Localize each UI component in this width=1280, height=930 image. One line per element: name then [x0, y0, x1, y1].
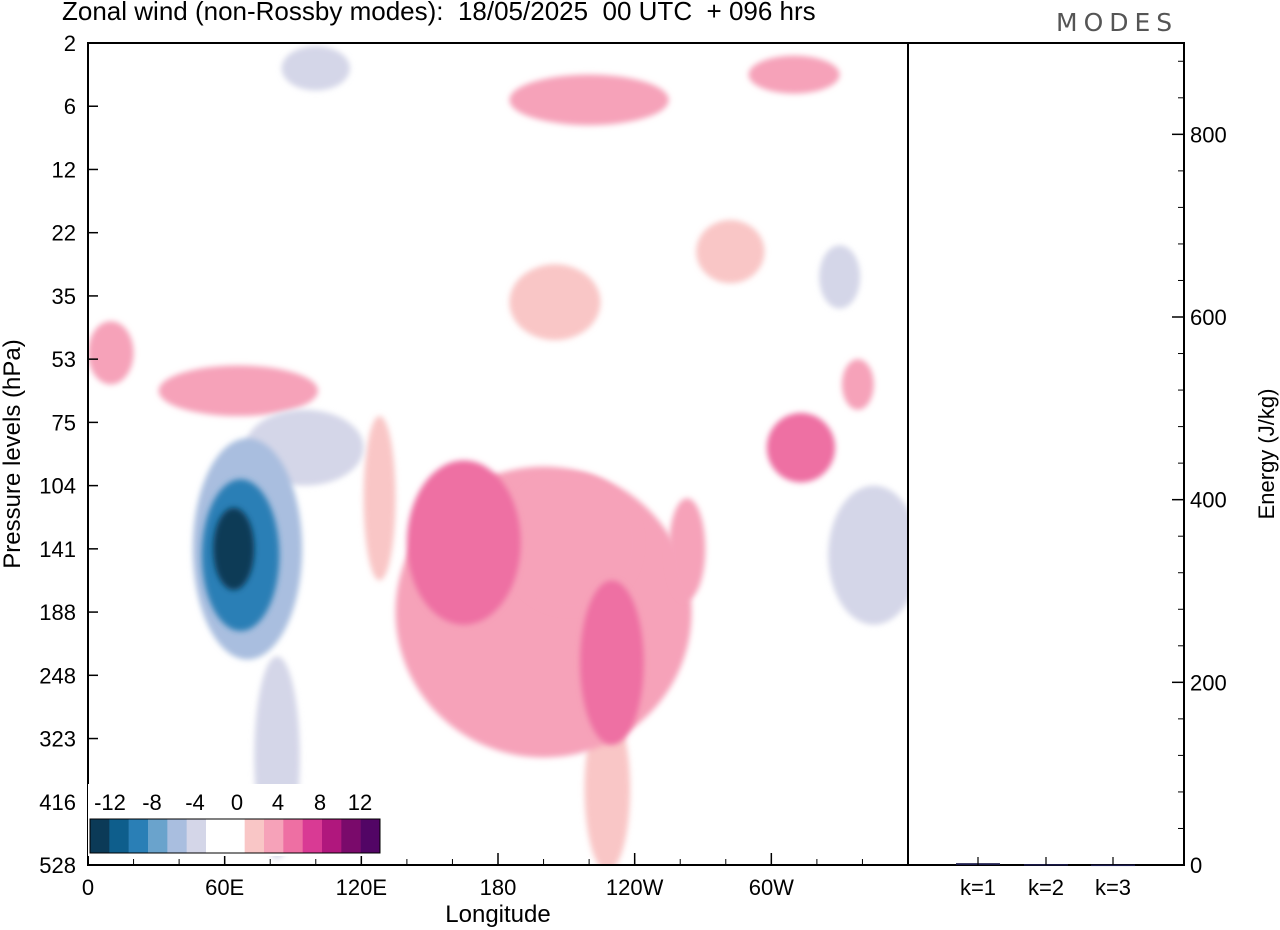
x-tick-label: 0 — [82, 875, 94, 900]
y-tick-label: 6 — [64, 94, 76, 119]
colorbar-label: 8 — [314, 790, 326, 815]
contour-blob-0 — [213, 507, 255, 590]
contour-blob-26 — [88, 321, 134, 385]
y-tick-label: 2 — [64, 31, 76, 56]
contour-blob-8 — [270, 84, 453, 142]
y-tick-label: 53 — [52, 347, 76, 372]
energy-axis-label: Energy (J/kg) — [1254, 389, 1279, 520]
contour-blob-23 — [509, 74, 669, 126]
x-axis: 0 60E 120E 180 120W 60W — [82, 853, 909, 900]
y-tick-label: 416 — [39, 790, 76, 815]
energy-tick-label: 400 — [1190, 488, 1227, 513]
y-tick-label: 12 — [52, 157, 76, 182]
y-tick-label: 22 — [52, 221, 76, 246]
x-tick-label: 60W — [749, 875, 794, 900]
contour-blob-13 — [734, 593, 763, 783]
contour-fills — [88, 46, 908, 865]
energy-bar-k=3 — [1091, 864, 1135, 867]
chart-title: Zonal wind (non-Rossby modes): 18/05/202… — [62, 0, 816, 26]
y-tick-label: 323 — [39, 727, 76, 752]
colorbar-swatch — [225, 819, 245, 853]
contour-blob-14 — [782, 90, 908, 148]
contour-blob-17 — [580, 580, 644, 745]
y-tick-label: 104 — [39, 474, 76, 499]
colorbar-outline — [89, 818, 381, 854]
x-tick-label: 180 — [480, 875, 517, 900]
colorbar-swatch — [109, 819, 129, 853]
contour-blob-21 — [766, 412, 836, 483]
contour-blob-27 — [509, 264, 601, 341]
contour-blob-20 — [668, 498, 706, 600]
y-tick-label: 188 — [39, 600, 76, 625]
contour-blob-16 — [502, 472, 640, 613]
colorbar-swatch — [322, 819, 342, 853]
energy-category-label: k=3 — [1095, 875, 1131, 900]
contour-blob-7 — [281, 46, 350, 91]
x-tick-label: 120E — [336, 875, 387, 900]
energy-bars: k=1 k=2 k=3 — [956, 857, 1135, 900]
energy-category-label: k=2 — [1028, 875, 1064, 900]
colorbar-swatch — [360, 819, 381, 853]
colorbar-swatch — [90, 819, 110, 853]
colorbar-label: 12 — [348, 790, 372, 815]
colorbar-swatch — [264, 819, 284, 853]
energy-category-label: k=1 — [960, 875, 996, 900]
colorbar-swatch — [244, 819, 265, 853]
energy-panel-frame — [907, 42, 1185, 866]
contour-blob-22 — [841, 359, 874, 410]
y-tick-label: 248 — [39, 663, 76, 688]
modes-logo: MODES — [1056, 8, 1179, 37]
contour-blob-10 — [819, 245, 861, 309]
y-axis: 2 6 12 22 35 53 75 104 141 188 248 323 416 528 — [39, 31, 98, 878]
colorbar-label: -12 — [94, 790, 126, 815]
contour-blob-15 — [406, 460, 521, 625]
contour-blob-28 — [696, 220, 765, 284]
colorbar-swatch — [206, 819, 226, 853]
colorbar-label: -8 — [142, 790, 162, 815]
y-tick-label: 141 — [39, 537, 76, 562]
energy-tick-label: 600 — [1190, 305, 1227, 330]
x-tick-label: 60E — [205, 875, 244, 900]
colorbar-label: 4 — [272, 790, 284, 815]
contour-blob-25 — [158, 365, 319, 417]
colorbar-swatch — [186, 819, 207, 853]
colorbar-swatch — [148, 819, 168, 853]
x-tick-label: 120W — [606, 875, 664, 900]
colorbar-swatch — [302, 819, 323, 853]
colorbar-label: -4 — [185, 790, 205, 815]
y-tick-label: 528 — [39, 853, 76, 878]
colorbar-swatch — [128, 819, 149, 853]
x-axis-label: Longitude — [445, 901, 550, 928]
energy-tick-label: 800 — [1190, 122, 1227, 147]
colorbar-swatch — [283, 819, 303, 853]
y-axis-label: Pressure levels (hPa) — [0, 339, 26, 568]
colorbar-label: 0 — [231, 790, 243, 815]
contour-blob-29 — [363, 416, 396, 581]
energy-tick-label: 0 — [1190, 853, 1202, 878]
contour-blob-11 — [828, 485, 908, 625]
y-tick-label: 75 — [52, 410, 76, 435]
contour-blob-24 — [748, 55, 840, 94]
energy-axis: 0 200 400 600 800 — [1172, 60, 1227, 878]
energy-tick-label: 200 — [1190, 670, 1227, 695]
contour-blob-12 — [782, 580, 852, 720]
contour-blob-6 — [88, 479, 150, 657]
y-tick-label: 35 — [52, 284, 76, 309]
colorbar-legend: -12 -8 -4 0 4 8 12 — [88, 784, 382, 856]
colorbar-swatch — [167, 819, 187, 853]
colorbar-swatch — [341, 819, 361, 853]
